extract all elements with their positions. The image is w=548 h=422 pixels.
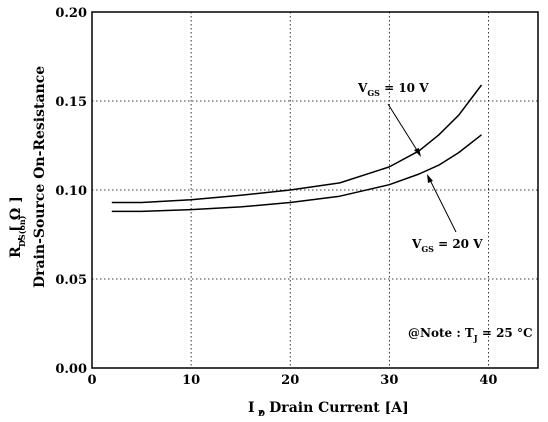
series-lines [111,84,483,213]
annotation-vgs10: VGS = 10 V [357,81,429,98]
x-ticks: 0 10 20 30 40 [87,373,497,388]
arrow-line-vgs10 [387,103,421,156]
y-tick-label: 0.15 [55,95,87,110]
x-tick-label: 30 [380,373,398,388]
series-line-1 [111,134,482,213]
y-tick-label: 0.05 [55,273,87,288]
x-tick-label: 10 [182,373,200,388]
x-tick-label: 0 [87,373,96,388]
x-axis-title: I , Drain Current [A] [248,400,409,416]
y-axis-title-line1-sub: DS(on) [17,215,27,247]
arrow-line-vgs20 [427,175,457,233]
y-axis-title-group-2: Drain-Source On-Resistance [32,66,48,288]
note-text: @Note : TJ = 25 °C [408,326,533,343]
y-axis-title-line1: R , [ Ω ] [8,196,24,258]
y-tick-label: 0.00 [55,362,87,377]
grid [92,12,538,368]
series-line-0 [111,84,483,204]
annotation-arrows [387,103,457,233]
y-axis-title-group: R , [ Ω ] DS(on) [8,196,27,258]
annotation-vgs20: VGS = 20 V [411,237,483,254]
y-tick-label: 0.10 [55,184,87,199]
y-axis-title-line2: Drain-Source On-Resistance [32,66,48,288]
x-tick-label: 20 [281,373,299,388]
arrowhead-vgs10 [414,148,421,157]
y-ticks: 0.00 0.05 0.10 0.15 0.20 [55,6,87,377]
x-tick-label: 40 [479,373,497,388]
plot-frame [91,11,539,369]
arrowhead-vgs20 [427,174,433,183]
x-axis-title-sub: D [258,408,265,418]
y-tick-label: 0.20 [55,6,87,21]
